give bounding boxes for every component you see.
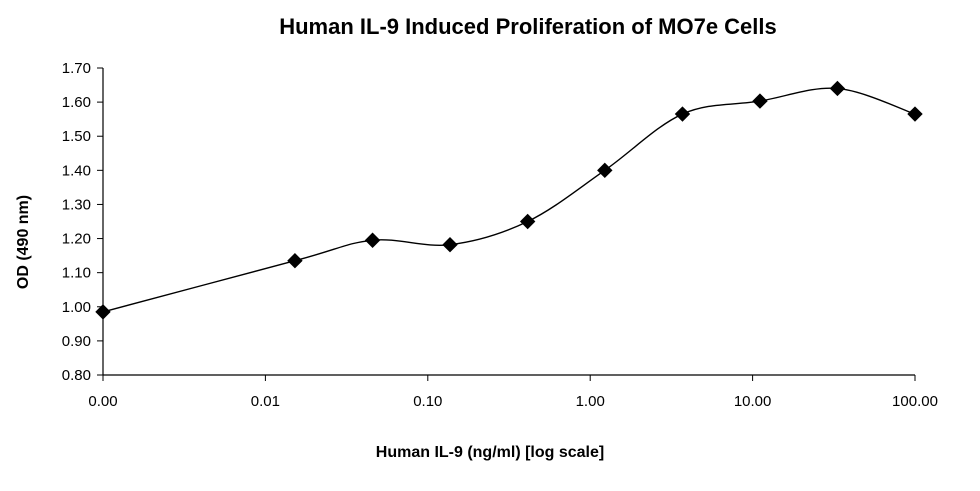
plot-area: 0.80 0.90 1.00 1.10 1.20 1.30 1.40 1.50 1.60 1.70… bbox=[62, 60, 938, 410]
y-tick-label: 1.10 bbox=[62, 265, 91, 282]
y-tick-label: 1.50 bbox=[62, 128, 91, 145]
x-tick-label: 0.00 bbox=[88, 393, 117, 410]
data-point-diamond bbox=[287, 253, 303, 269]
x-tick-label: 0.01 bbox=[251, 393, 280, 410]
y-axis-title: OD (490 nm) bbox=[15, 195, 32, 289]
data-point-diamond bbox=[519, 213, 536, 230]
data-point-diamond bbox=[442, 236, 458, 253]
y-tick-label: 1.20 bbox=[62, 231, 91, 248]
data-point-diamond bbox=[95, 304, 111, 320]
x-axis-title: Human IL-9 (ng/ml) [log scale] bbox=[376, 444, 604, 461]
x-tick-label: 100.00 bbox=[892, 393, 938, 410]
y-tick-label: 1.70 bbox=[62, 60, 91, 77]
data-point-diamond bbox=[752, 93, 768, 109]
y-tick-label: 0.90 bbox=[62, 333, 91, 350]
chart-title: Human IL-9 Induced Proliferation of MO7e… bbox=[279, 14, 777, 39]
data-point-diamond bbox=[364, 232, 381, 248]
x-tick-label: 0.10 bbox=[413, 393, 442, 410]
y-tick-label: 1.30 bbox=[62, 196, 91, 213]
data-point-diamond bbox=[597, 162, 613, 179]
data-point-diamond bbox=[829, 80, 846, 97]
x-tick-label: 1.00 bbox=[576, 393, 605, 410]
series-line bbox=[102, 87, 916, 313]
y-tick-label: 0.80 bbox=[62, 367, 91, 384]
y-tick-label: 1.00 bbox=[62, 299, 91, 316]
data-point-diamond bbox=[674, 106, 691, 122]
y-tick-label: 1.40 bbox=[62, 162, 91, 179]
y-tick-label: 1.60 bbox=[62, 94, 91, 111]
data-point-diamond bbox=[907, 106, 923, 122]
x-tick-label: 10.00 bbox=[734, 393, 772, 410]
